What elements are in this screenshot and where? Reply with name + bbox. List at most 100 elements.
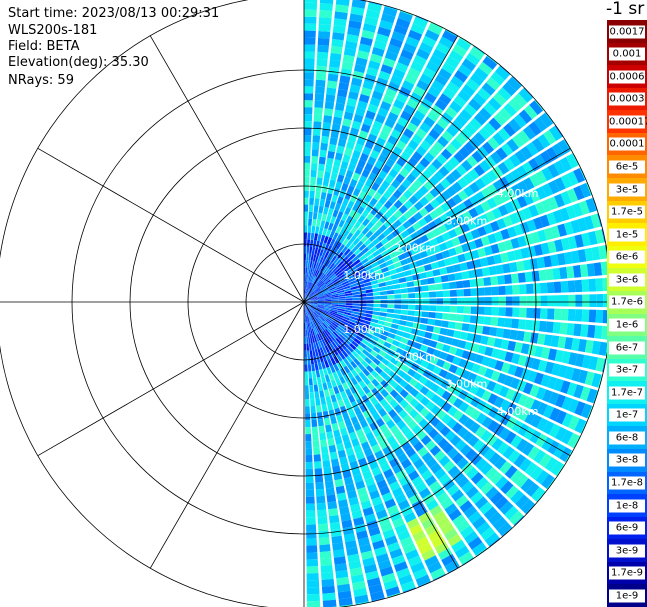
range-gate [326,193,333,202]
range-gate [421,257,431,265]
range-gate [351,77,363,87]
range-gate [314,468,323,476]
range-gate [543,129,557,145]
range-gate [484,368,494,379]
range-gate [316,376,322,385]
range-gate [347,490,358,499]
range-gate [312,285,318,292]
range-gate [536,333,546,345]
range-gate [356,397,365,407]
range-gate [539,112,553,128]
range-gate [383,341,392,349]
range-gate [475,476,489,490]
range-gate [566,323,575,336]
colorbar-swatch: 3e-6 [607,268,647,292]
range-gate [435,342,444,351]
range-gate [370,318,379,324]
range-gate [317,298,325,301]
range-gate [413,190,424,201]
range-gate [308,336,311,344]
range-gate [339,352,346,360]
range-gate [381,492,394,503]
range-gate [462,279,471,288]
range-gate [315,226,320,234]
range-gate [315,326,321,334]
range-gate [498,190,510,203]
range-gate [488,265,497,276]
range-gate [341,255,349,263]
range-gate [332,32,345,41]
range-gate [581,354,592,369]
range-gate [500,339,510,350]
range-gate [400,536,414,548]
range-gate [334,407,342,416]
range-gate [483,506,498,520]
range-gate [530,466,544,481]
colorbar-tick-label: 6e-7 [609,341,645,355]
range-gate [378,224,388,233]
range-gate [482,326,491,336]
range-gate [447,394,458,405]
range-gate [378,170,388,180]
range-gate [372,346,381,354]
range-gate [412,372,423,381]
beam-ray [304,302,607,324]
range-gate [338,263,346,270]
range-gate [353,212,361,221]
range-gate [309,336,313,344]
colorbar-swatch: 0.0017 [607,20,647,44]
range-gate [370,149,380,160]
range-gate [348,209,357,218]
beam-ray [304,302,581,449]
range-gate [319,249,324,257]
range-gate [442,305,451,313]
range-gate [333,472,343,481]
range-gate [306,559,319,567]
range-gate [347,200,355,209]
range-gate [372,265,381,272]
range-gate [469,422,481,434]
range-gate [471,542,487,556]
range-gate [508,450,521,464]
range-gate [319,283,326,289]
range-gate [415,128,427,139]
range-gate [440,112,454,124]
range-gate [357,232,365,241]
range-gate [418,375,428,385]
range-gate [390,75,403,86]
range-gate [345,388,353,397]
range-gate [587,230,598,246]
range-gate [305,475,314,483]
range-gate [307,322,310,330]
range-gate [358,190,367,200]
range-gate [435,290,444,298]
range-gate [438,68,452,81]
range-gate [388,214,398,224]
range-gate [397,370,407,379]
range-gate [449,313,457,321]
range-gate [393,289,402,294]
range-gate [318,281,324,288]
range-gate [306,552,318,560]
range-gate [331,297,339,300]
range-gate [313,287,320,293]
range-gate [325,319,332,325]
range-gate [309,293,316,299]
range-gate [531,270,540,282]
range-gate [479,257,489,267]
range-gate [366,253,375,261]
range-gate [374,546,388,557]
range-gate [319,432,327,441]
range-gate [421,517,435,530]
range-gate [478,127,491,140]
range-gate [478,61,493,76]
range-gate [371,444,382,454]
range-gate [486,434,498,447]
range-gate [370,590,385,601]
range-gate [503,123,516,137]
range-gate [444,503,458,516]
range-gate [369,246,378,254]
range-gate [305,461,313,470]
range-gate [401,80,415,91]
range-gate [310,297,318,301]
